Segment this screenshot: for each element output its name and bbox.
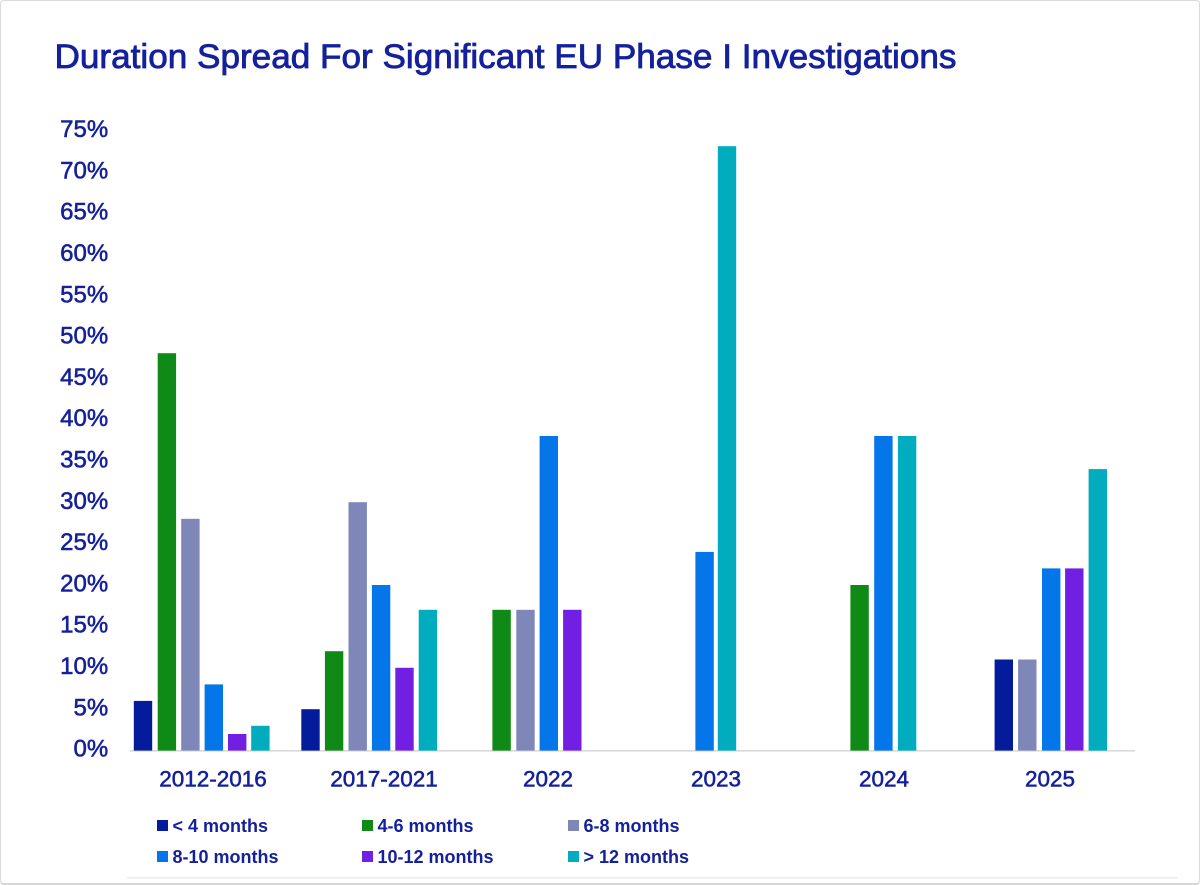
svg-text:< 4 months: < 4 months [172, 816, 268, 836]
svg-text:65%: 65% [60, 198, 108, 225]
svg-text:15%: 15% [60, 611, 108, 638]
svg-text:50%: 50% [60, 322, 108, 349]
svg-text:25%: 25% [60, 529, 108, 556]
svg-text:10-12 months: 10-12 months [377, 847, 493, 867]
svg-text:45%: 45% [60, 363, 108, 390]
svg-text:30%: 30% [60, 487, 108, 514]
svg-text:8-10 months: 8-10 months [172, 847, 278, 867]
svg-text:40%: 40% [60, 405, 108, 432]
svg-text:60%: 60% [60, 240, 108, 267]
svg-text:2017-2021: 2017-2021 [330, 766, 438, 791]
svg-text:5%: 5% [73, 694, 108, 721]
svg-text:> 12 months: > 12 months [583, 847, 689, 867]
svg-text:4-6 months: 4-6 months [377, 816, 473, 836]
svg-text:2025: 2025 [1024, 766, 1074, 791]
svg-text:55%: 55% [60, 281, 108, 308]
svg-text:2023: 2023 [690, 766, 740, 791]
svg-text:35%: 35% [60, 446, 108, 473]
svg-text:75%: 75% [60, 116, 108, 143]
svg-text:2022: 2022 [522, 766, 572, 791]
svg-text:70%: 70% [60, 157, 108, 184]
svg-text:2024: 2024 [858, 766, 908, 791]
svg-text:20%: 20% [60, 570, 108, 597]
svg-text:Duration Spread For Significan: Duration Spread For Significant EU Phase… [54, 37, 956, 75]
svg-text:10%: 10% [60, 653, 108, 680]
svg-text:6-8 months: 6-8 months [583, 816, 679, 836]
svg-text:0%: 0% [73, 735, 108, 762]
svg-text:2012-2016: 2012-2016 [159, 766, 267, 791]
